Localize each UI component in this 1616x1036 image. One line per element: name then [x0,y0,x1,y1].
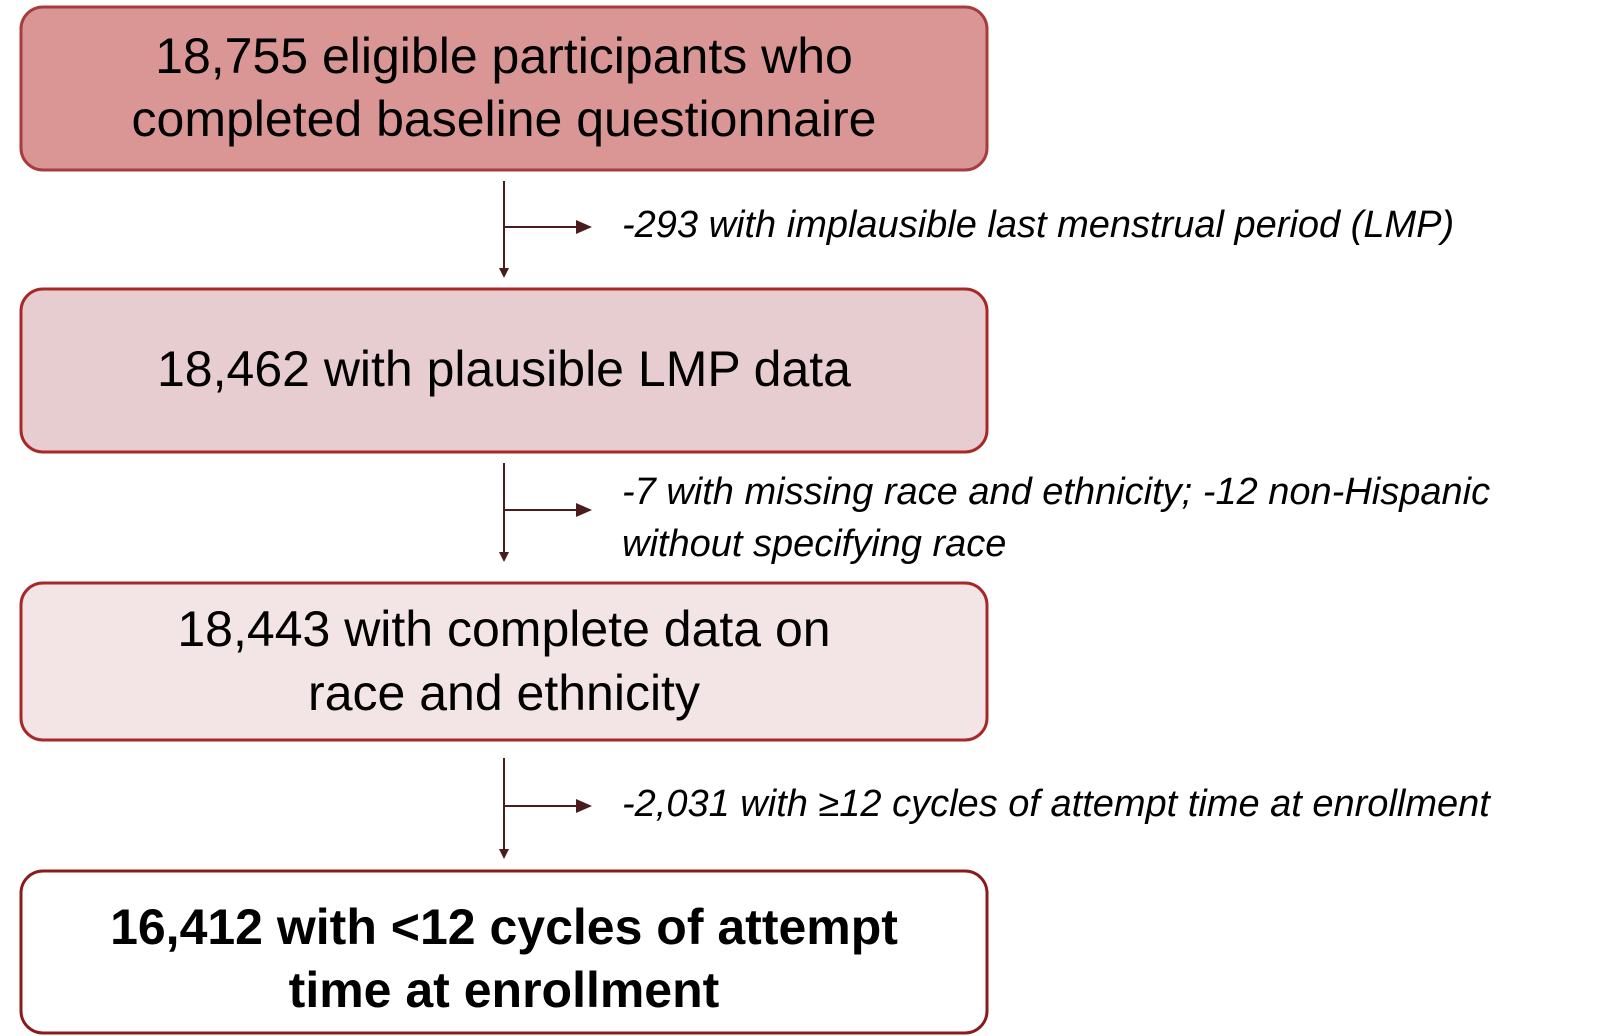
exclusion-text: -293 with implausible last menstrual per… [622,204,1454,246]
node-text: 16,412 with <12 cycles of attempt [110,899,898,955]
node-text: race and ethnicity [308,665,700,721]
node-text: 18,755 eligible participants who [155,28,853,84]
node-text: 18,443 with complete data on [177,601,830,657]
box-2 [19,287,989,454]
exclusion-text: without specifying race [622,523,1006,565]
node-text: completed baseline questionnaire [132,91,877,147]
node-text: time at enrollment [289,962,720,1018]
box-4 [19,869,989,1035]
exclusion-text: -7 with missing race and ethnicity; -12 … [622,471,1490,513]
exclusion-text: -2,031 with ≥12 cycles of attempt time a… [622,783,1491,825]
box-3 [19,581,989,742]
box-1 [19,5,989,172]
node-text: 18,462 with plausible LMP data [157,341,851,397]
